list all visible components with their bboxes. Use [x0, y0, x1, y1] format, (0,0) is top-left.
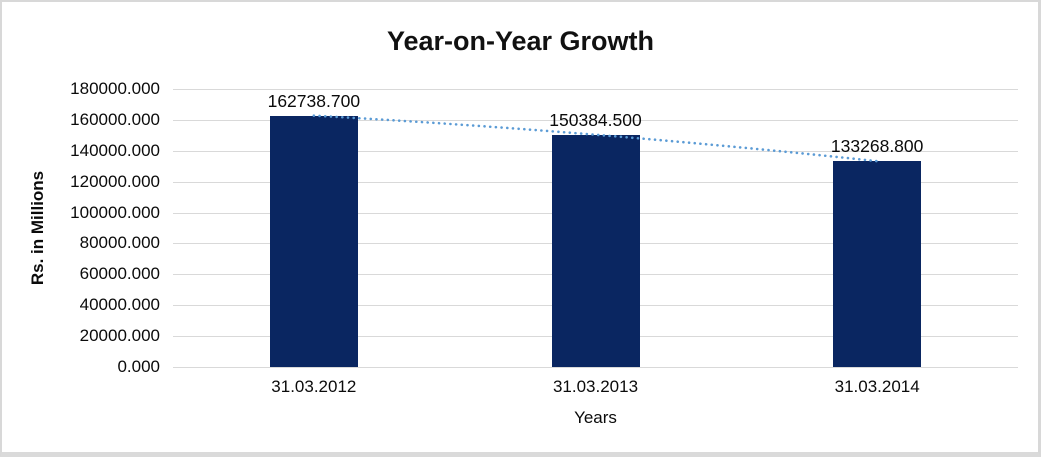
y-tick-label: 20000.000 [79, 326, 160, 346]
gridline [173, 367, 1018, 368]
data-label: 162738.700 [267, 90, 361, 111]
x-tick-label: 31.03.2013 [552, 377, 639, 396]
x-axis-title: Years [574, 408, 617, 427]
y-tick-label: 180000.000 [70, 79, 160, 98]
y-tick-label: 160000.000 [70, 109, 160, 129]
y-tick-label: 80000.000 [79, 233, 160, 253]
y-tick-label: 100000.000 [70, 202, 160, 222]
y-tick-label: 0.000 [117, 357, 160, 376]
gridline [173, 119, 1018, 121]
chart-title: Year-on-Year Growth [386, 26, 655, 56]
x-tick-label: 31.03.2014 [834, 377, 920, 396]
y-tick-label: 120000.000 [70, 171, 160, 191]
bar-31.03.2013[interactable] [551, 134, 640, 367]
bar-31.03.2012[interactable] [269, 115, 358, 367]
y-tick-label: 40000.000 [79, 295, 160, 315]
gridline [173, 89, 1018, 90]
y-tick-label: 140000.000 [70, 140, 160, 160]
plot-area [173, 89, 1018, 368]
x-tick-label: 31.03.2012 [271, 377, 357, 396]
bar-31.03.2014[interactable] [833, 161, 922, 367]
data-label: 133268.800 [830, 136, 924, 157]
y-tick-label: 60000.000 [79, 264, 160, 284]
data-label: 150384.500 [549, 109, 642, 130]
